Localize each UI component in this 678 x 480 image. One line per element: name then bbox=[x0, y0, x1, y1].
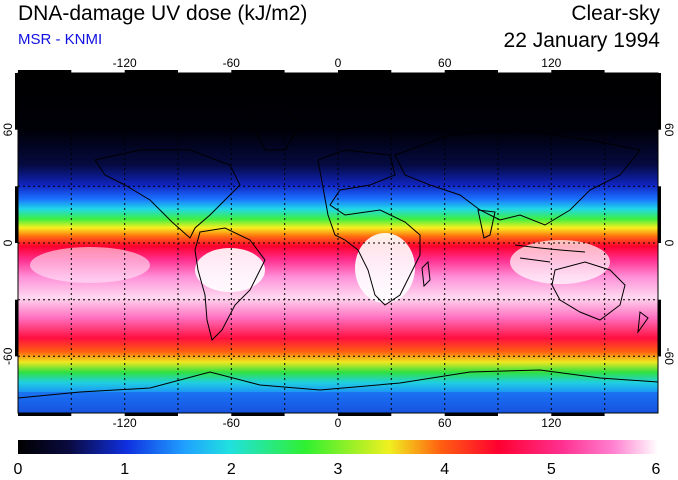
lon-tick-bottom-0: 0 bbox=[335, 416, 342, 430]
source-label: MSR - KNMI bbox=[18, 31, 103, 48]
lat-tick-left-neg60: -60 bbox=[1, 347, 15, 365]
lat-tick-right-0: 0 bbox=[662, 240, 676, 247]
lat-tick-right-60: 60 bbox=[662, 123, 676, 137]
lon-tick-top-60: 60 bbox=[438, 56, 452, 70]
lon-tick-top-0: 0 bbox=[335, 56, 342, 70]
lon-tick-top-neg60: -60 bbox=[223, 56, 241, 70]
lon-tick-bottom-neg60: -60 bbox=[223, 416, 241, 430]
land-features bbox=[18, 107, 658, 413]
lat-tick-left-0: 0 bbox=[1, 239, 15, 246]
colorbar-label-0: 0 bbox=[14, 461, 23, 478]
colorbar bbox=[18, 440, 658, 454]
map-title: DNA-damage UV dose (kJ/m2) bbox=[18, 2, 308, 25]
lon-tick-bottom-120: 120 bbox=[541, 416, 561, 430]
colorbar-label-3: 3 bbox=[334, 461, 343, 478]
lon-tick-top-120: 120 bbox=[541, 56, 561, 70]
lat-tick-left-60: 60 bbox=[1, 123, 15, 137]
colorbar-label-4: 4 bbox=[440, 461, 449, 478]
lon-tick-bottom-60: 60 bbox=[438, 416, 452, 430]
sky-condition: Clear-sky bbox=[571, 2, 660, 25]
colorbar-label-1: 1 bbox=[120, 461, 129, 478]
colorbar-label-5: 5 bbox=[547, 461, 556, 478]
map-date: 22 January 1994 bbox=[503, 29, 660, 52]
lat-tick-right-neg60: -60 bbox=[662, 348, 676, 366]
frame-scale-bars bbox=[15, 70, 661, 416]
lon-tick-bottom-neg120: -120 bbox=[113, 416, 137, 430]
graticule bbox=[18, 73, 658, 413]
colorbar-label-6: 6 bbox=[652, 461, 661, 478]
colorbar-label-2: 2 bbox=[227, 461, 236, 478]
lon-tick-top-neg120: -120 bbox=[113, 56, 137, 70]
